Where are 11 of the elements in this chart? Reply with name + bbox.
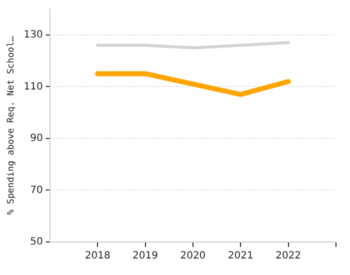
- y-tick-label: 70: [30, 184, 43, 196]
- y-axis-title: % Spending above Req. Net School…: [6, 36, 17, 215]
- x-tick-label: 2022: [276, 250, 302, 262]
- y-tick-label: 90: [30, 133, 43, 144]
- y-tick-label: 50: [30, 236, 43, 248]
- x-tick-label: 2021: [228, 250, 254, 262]
- x-tick-label: 2019: [132, 250, 158, 262]
- x-tick-label: 2020: [180, 250, 206, 262]
- x-tick-label: 2018: [84, 250, 110, 262]
- y-tick-label: 110: [24, 81, 43, 92]
- y-tick-label: 130: [24, 29, 43, 40]
